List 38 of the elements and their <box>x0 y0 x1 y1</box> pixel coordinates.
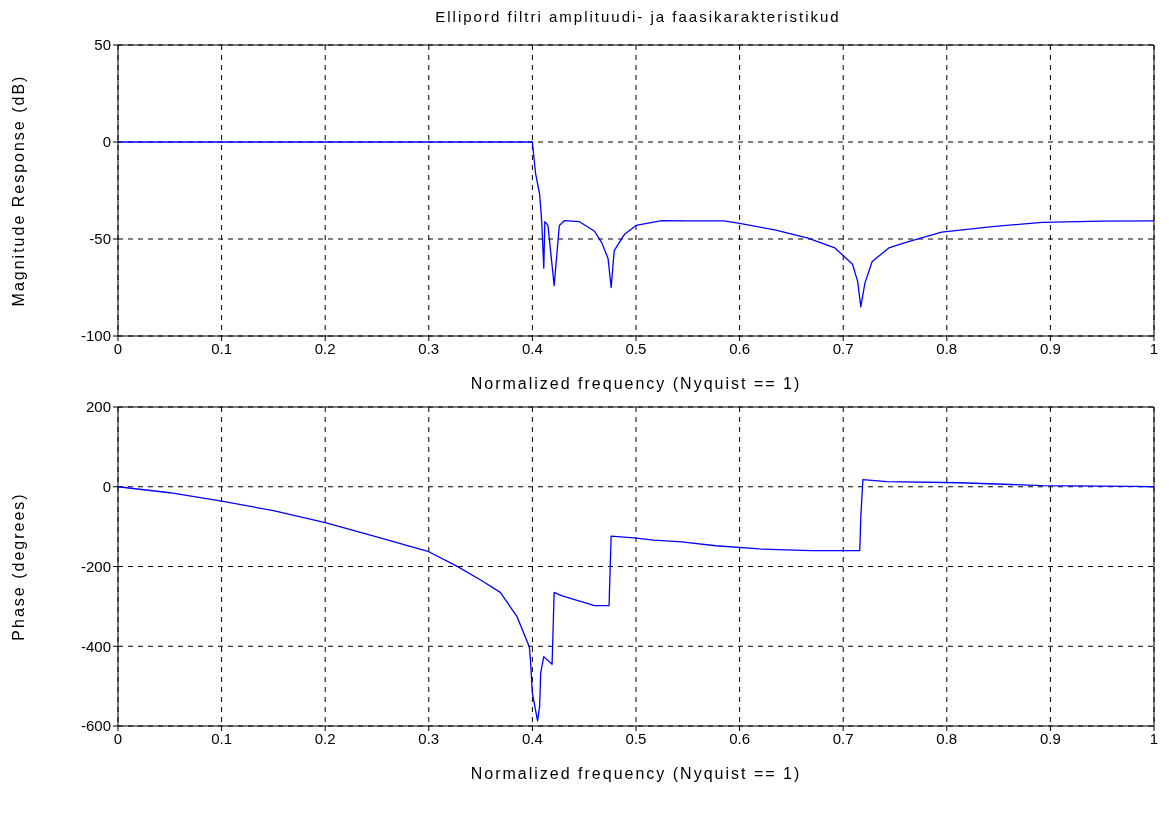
y-tick-label: 0 <box>102 478 111 496</box>
x-tick-label: 0.4 <box>521 339 543 357</box>
x-tick-label: 0.5 <box>625 339 647 357</box>
x-tick-label: 0 <box>113 339 123 357</box>
x-tick-label: 0.5 <box>625 729 647 747</box>
line-series <box>118 478 1154 722</box>
x-tick-label: 0 <box>113 729 123 747</box>
x-tick-label: 0.9 <box>1039 729 1061 747</box>
y-axis-title: Phase (degrees) <box>9 492 27 641</box>
x-tick-label: 0.2 <box>314 339 336 357</box>
y-tick-label: -50 <box>89 230 111 248</box>
x-tick-label: 0.3 <box>418 729 440 747</box>
y-tick-label: -400 <box>80 637 111 655</box>
x-axis-title: Normalized frequency (Nyquist == 1) <box>470 375 802 392</box>
y-tick-label: 200 <box>85 398 111 416</box>
x-tick-label: 1 <box>1149 339 1159 357</box>
x-tick-label: 0.9 <box>1039 339 1061 357</box>
y-tick-label: -100 <box>80 327 111 345</box>
y-tick-label: -200 <box>80 557 111 575</box>
x-tick-label: 0.8 <box>936 729 958 747</box>
chart-title: Ellipord filtri amplituudi- ja faasikarakteristikud <box>434 8 842 27</box>
x-tick-label: 1 <box>1149 729 1159 747</box>
x-axis-title: Normalized frequency (Nyquist == 1) <box>470 765 802 782</box>
y-tick-label: -600 <box>80 717 111 735</box>
x-tick-label: 0.2 <box>314 729 336 747</box>
x-tick-label: 0.4 <box>521 729 543 747</box>
y-tick-label: 0 <box>102 133 111 151</box>
y-axis-title: Magnitude Response (dB) <box>9 74 27 307</box>
x-tick-label: 0.7 <box>832 729 854 747</box>
x-tick-label: 0.3 <box>418 339 440 357</box>
x-tick-label: 0.1 <box>211 729 233 747</box>
x-tick-label: 0.6 <box>729 339 751 357</box>
y-tick-label: 50 <box>94 36 111 54</box>
line-series <box>118 141 1154 308</box>
x-tick-label: 0.1 <box>211 339 233 357</box>
x-tick-label: 0.7 <box>832 339 854 357</box>
x-tick-label: 0.6 <box>729 729 751 747</box>
x-tick-label: 0.8 <box>936 339 958 357</box>
